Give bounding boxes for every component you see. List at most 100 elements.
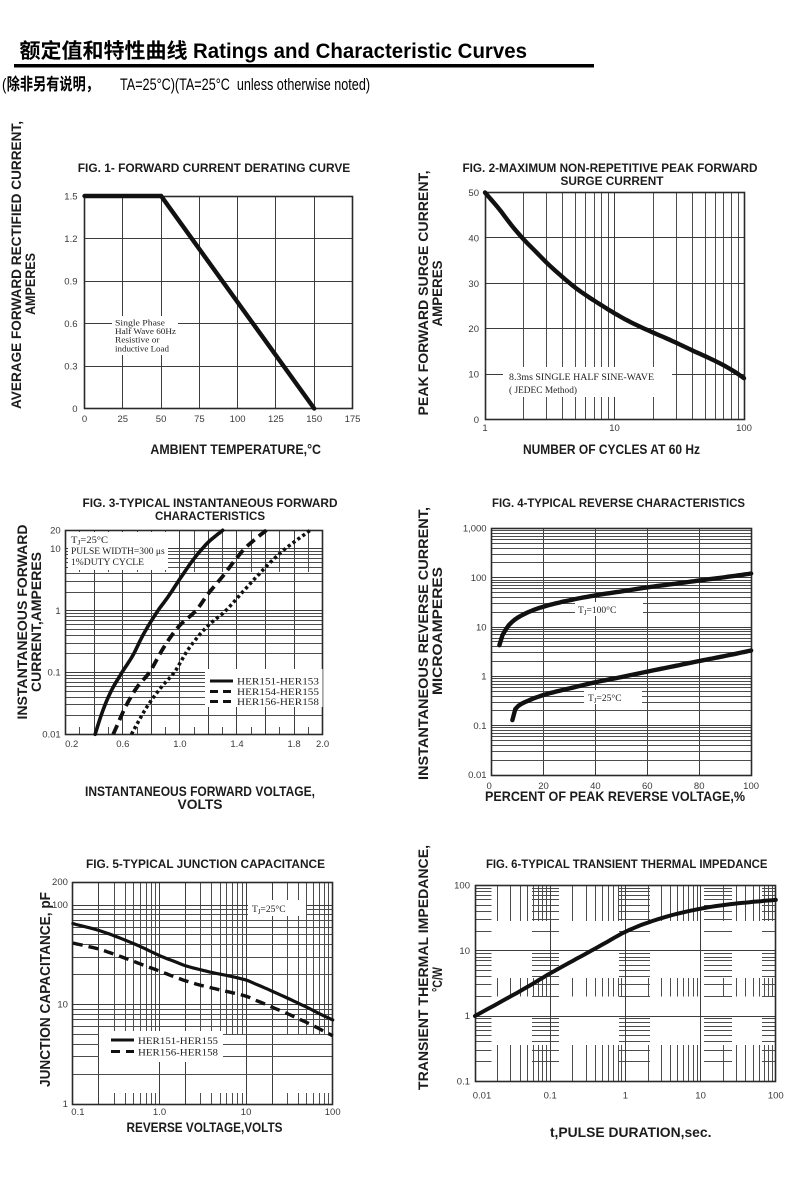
svg-text:NUMBER OF CYCLES AT 60 Hz: NUMBER OF CYCLES AT 60 Hz [523, 441, 700, 457]
svg-text:INSTANTANEOUS FORWARD VOLTAGE,: INSTANTANEOUS FORWARD VOLTAGE, [85, 783, 315, 799]
svg-text:60: 60 [642, 781, 653, 792]
svg-text:°C/W: °C/W [429, 966, 445, 992]
svg-text:HER156-HER158: HER156-HER158 [237, 698, 319, 708]
svg-text:HER154-HER155: HER154-HER155 [237, 688, 319, 698]
svg-text:TA=25°C)(TA=25°C unless other: TA=25°C)(TA=25°C unless otherwise noted) [120, 75, 370, 94]
svg-text:25: 25 [118, 414, 129, 425]
svg-text:FIG. 2-MAXIMUM NON-REPETITIVE: FIG. 2-MAXIMUM NON-REPETITIVE PEAK FORWA… [463, 161, 758, 175]
svg-text:125: 125 [268, 414, 284, 425]
svg-text:REVERSE VOLTAGE,VOLTS: REVERSE VOLTAGE,VOLTS [127, 1119, 283, 1135]
svg-text:Ratings and Characteristic Cur: Ratings and Characteristic Curves [193, 40, 527, 63]
svg-text:0: 0 [72, 404, 77, 415]
svg-text:20: 20 [538, 781, 549, 792]
svg-text:40: 40 [590, 781, 601, 792]
svg-text:INSTANTANEOUS FORWARD: INSTANTANEOUS FORWARD [14, 525, 30, 720]
svg-text:0.9: 0.9 [64, 277, 77, 288]
svg-text:0.6: 0.6 [116, 739, 129, 750]
svg-text:8.3ms SINGLE HALF SINE-WAVE: 8.3ms SINGLE HALF SINE-WAVE [509, 373, 654, 383]
svg-text:1.4: 1.4 [230, 739, 243, 750]
svg-text:CURRENT,AMPERES: CURRENT,AMPERES [28, 552, 44, 692]
svg-text:10: 10 [609, 423, 620, 434]
svg-text:TRANSIENT THERMAL IMPEDANCE,: TRANSIENT THERMAL IMPEDANCE, [415, 845, 431, 1090]
svg-text:1: 1 [623, 1091, 628, 1102]
svg-text:30: 30 [468, 279, 479, 290]
svg-text:VOLTS: VOLTS [178, 796, 223, 812]
svg-text:10: 10 [695, 1091, 706, 1102]
svg-text:AVERAGE FORWARD RECTIFIED CURR: AVERAGE FORWARD RECTIFIED CURRENT, [8, 121, 24, 409]
svg-text:40: 40 [468, 233, 479, 244]
svg-text:CHARACTERISTICS: CHARACTERISTICS [155, 509, 265, 523]
svg-text:0.01: 0.01 [468, 770, 487, 781]
svg-text:0.1: 0.1 [473, 721, 486, 732]
svg-text:TJ=25°C: TJ=25°C [252, 904, 286, 916]
svg-text:20: 20 [468, 324, 479, 335]
svg-text:AMBIENT TEMPERATURE,°C: AMBIENT TEMPERATURE,°C [150, 441, 321, 457]
svg-text:1.2: 1.2 [64, 234, 77, 245]
svg-text:FIG. 3-TYPICAL INSTANTANEOUS F: FIG. 3-TYPICAL INSTANTANEOUS FORWARD [83, 496, 338, 510]
svg-text:1: 1 [481, 672, 486, 683]
svg-text:1: 1 [63, 1099, 68, 1110]
svg-text:TJ=100°C: TJ=100°C [578, 605, 616, 617]
svg-text:Single Phase: Single Phase [115, 319, 166, 328]
svg-text:inductive Load: inductive Load [115, 344, 169, 353]
svg-text:100: 100 [325, 1107, 341, 1118]
svg-text:50: 50 [468, 188, 479, 199]
svg-text:1: 1 [55, 606, 60, 617]
svg-text:200: 200 [52, 877, 68, 888]
svg-text:JUNCTION CAPACITANCE, pF: JUNCTION CAPACITANCE, pF [37, 892, 54, 1087]
svg-text:20: 20 [50, 526, 61, 537]
svg-text:0.1: 0.1 [71, 1107, 84, 1118]
svg-text:PERCENT OF PEAK REVERSE VOLTAG: PERCENT OF PEAK REVERSE VOLTAGE,% [485, 788, 745, 804]
svg-text:Resistive or: Resistive or [115, 336, 160, 345]
svg-text:1.8: 1.8 [287, 739, 300, 750]
svg-text:100: 100 [454, 881, 470, 892]
svg-text:10: 10 [459, 946, 470, 957]
svg-text:INSTANTANEOUS REVERSE CURRENT,: INSTANTANEOUS REVERSE CURRENT, [415, 507, 431, 780]
svg-text:MICROAMPERES: MICROAMPERES [429, 567, 445, 695]
svg-text:t,PULSE DURATION,sec.: t,PULSE DURATION,sec. [550, 1124, 712, 1140]
svg-text:SURGE CURRENT: SURGE CURRENT [561, 174, 665, 188]
svg-text:100: 100 [743, 781, 759, 792]
svg-text:0.01: 0.01 [42, 730, 61, 741]
svg-text:HER151-HER153: HER151-HER153 [237, 678, 319, 688]
svg-text:TJ=25°C: TJ=25°C [588, 693, 622, 705]
svg-text:10: 10 [50, 544, 61, 555]
svg-text:HER151-HER155: HER151-HER155 [138, 1037, 218, 1047]
svg-text:0.1: 0.1 [47, 668, 60, 679]
svg-text:0.3: 0.3 [64, 362, 77, 373]
svg-text:80: 80 [694, 781, 705, 792]
svg-text:100: 100 [52, 900, 68, 911]
svg-text:PEAK FORWARD SURGE CURRENT,: PEAK FORWARD SURGE CURRENT, [415, 171, 431, 416]
svg-text:175: 175 [345, 414, 361, 425]
svg-text:FIG. 1- FORWARD CURRENT DERATI: FIG. 1- FORWARD CURRENT DERATING CURVE [78, 161, 351, 175]
svg-text:10: 10 [468, 370, 479, 381]
svg-text:FIG. 6-TYPICAL TRANSIENT THERM: FIG. 6-TYPICAL TRANSIENT THERMAL IMPEDAN… [486, 857, 768, 871]
svg-text:1.5: 1.5 [64, 192, 77, 203]
svg-text:0.1: 0.1 [544, 1091, 557, 1102]
svg-text:10: 10 [476, 622, 487, 633]
svg-text:FIG. 4-TYPICAL REVERSE CHARACT: FIG. 4-TYPICAL REVERSE CHARACTERISTICS [492, 496, 745, 510]
svg-text:10: 10 [241, 1107, 252, 1118]
svg-text:HER156-HER158: HER156-HER158 [138, 1049, 218, 1059]
svg-text:150: 150 [306, 414, 322, 425]
svg-text:AMPERES: AMPERES [429, 261, 445, 327]
svg-text:0: 0 [474, 415, 479, 426]
svg-text:100: 100 [736, 423, 752, 434]
svg-text:50: 50 [156, 414, 167, 425]
svg-text:TJ=25°C: TJ=25°C [71, 535, 108, 547]
svg-text:10: 10 [57, 1000, 68, 1011]
svg-text:AMPERES: AMPERES [22, 253, 38, 315]
svg-text:100: 100 [768, 1091, 784, 1102]
svg-text:100: 100 [471, 573, 487, 584]
svg-text:75: 75 [194, 414, 205, 425]
svg-text:2.0: 2.0 [316, 739, 329, 750]
svg-text:0: 0 [82, 414, 87, 425]
svg-text:1,000: 1,000 [463, 524, 487, 535]
svg-text:0.01: 0.01 [473, 1091, 492, 1102]
svg-text:1%DUTY CYCLE: 1%DUTY CYCLE [71, 558, 144, 568]
svg-text:0.1: 0.1 [457, 1077, 470, 1088]
svg-text:0.2: 0.2 [65, 739, 78, 750]
svg-text:1.0: 1.0 [153, 1107, 166, 1118]
svg-text:Half Wave 60Hz: Half Wave 60Hz [115, 327, 176, 336]
svg-text:0: 0 [486, 781, 491, 792]
